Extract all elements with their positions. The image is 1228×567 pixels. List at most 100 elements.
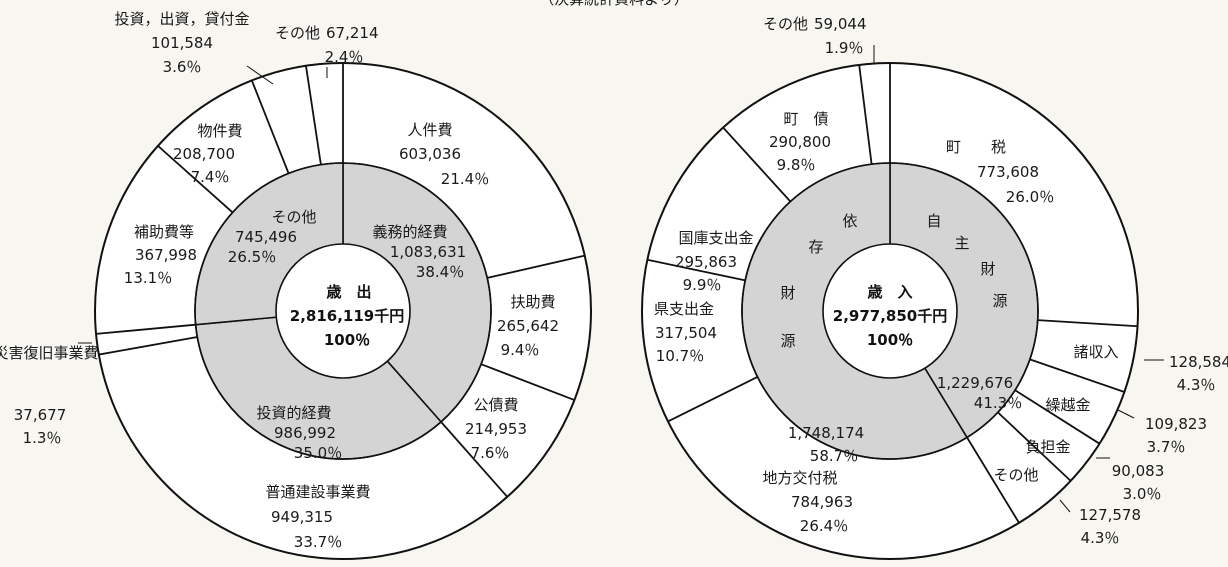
expenditure-outer-slice-divider xyxy=(487,254,585,279)
exp-inner-label-name: 義務的経費 xyxy=(372,223,447,241)
exp-outer-label-name: 人件費 xyxy=(407,121,452,139)
expenditure-leader-lines xyxy=(78,65,328,344)
rev-inner-label-value: 1,748,174 xyxy=(788,424,864,442)
exp-outer-label-pct: 2.4％ xyxy=(325,48,364,66)
revenue-inner-border xyxy=(741,162,1039,460)
rev-outer-label-pct: 3.0％ xyxy=(1123,485,1162,503)
rev-outer-label-name: その他 xyxy=(763,15,808,33)
rev-outer-label-value: 317,504 xyxy=(655,324,717,342)
expenditure-outer-slice-divider xyxy=(480,363,575,401)
rev-outer-label-value: 59,044 xyxy=(814,15,867,33)
exp-outer-label-pct: 7.4％ xyxy=(191,168,230,186)
exp-outer-label-value: 214,953 xyxy=(465,420,527,438)
rev-outer-label-value: 295,863 xyxy=(675,253,737,271)
revenue-outer-slice-divider xyxy=(722,126,792,203)
rev-outer-label-pct: 4.3％ xyxy=(1081,529,1120,547)
exp-outer-label-pct: 9.4％ xyxy=(501,341,540,359)
rev-outer-label-name: 国庫支出金 xyxy=(678,229,753,247)
exp-outer-label-pct: 13.1％ xyxy=(124,269,172,287)
expenditure-outer-slice-divider xyxy=(440,421,508,498)
rev-inner-name-char: 財 xyxy=(980,260,995,278)
expenditure-outer-slice-divider xyxy=(95,323,196,335)
rev-outer-label-name: 県支出金 xyxy=(654,300,714,318)
expenditure-center-total: 2,816,119千円 xyxy=(290,307,404,325)
expenditure-outer-slice-divider xyxy=(157,145,234,214)
rev-inner-name-char: 源 xyxy=(780,332,795,350)
rev-outer-label-pct: 9.8％ xyxy=(777,156,816,174)
expenditure-outer-slice-divider xyxy=(98,336,198,356)
rev-outer-label-name: 負担金 xyxy=(1025,438,1070,456)
exp-outer-label-name: 災害復旧事業費 xyxy=(0,344,99,362)
rev-outer-label-pct: 9.9％ xyxy=(683,276,722,294)
exp-outer-label-value: 949,315 xyxy=(271,508,333,526)
exp-outer-label-name: 公債費 xyxy=(473,396,518,414)
rev-outer-label-value: 109,823 xyxy=(1145,415,1207,433)
rev-inner-name-char: 自 xyxy=(926,212,941,230)
rev-inner-name-char: 依 xyxy=(842,212,857,230)
rev-inner-label-value: 1,229,676 xyxy=(937,374,1013,392)
rev-outer-label-value: 90,083 xyxy=(1112,462,1165,480)
rev-outer-label-name: 町 債 xyxy=(783,110,828,128)
rev-outer-label-pct: 3.7％ xyxy=(1147,438,1186,456)
exp-inner-label-value: 986,992 xyxy=(274,424,336,442)
exp-outer-label-name: 投資，出資，貸付金 xyxy=(114,10,249,28)
revenue-outer-dividers xyxy=(647,63,1138,524)
expenditure-outer-slice-divider xyxy=(305,65,322,165)
source-caption: （決算統計資料より） xyxy=(539,0,689,8)
expenditure-outer-dividers xyxy=(95,63,585,498)
exp-inner-label-pct: 38.4％ xyxy=(416,263,464,281)
rev-inner-label-pct: 41.3％ xyxy=(974,394,1022,412)
revenue-outer-slice-divider xyxy=(1037,319,1138,328)
exp-outer-label-value: 37,677 xyxy=(14,406,67,424)
rev-inner-name-char: 主 xyxy=(954,234,969,252)
exp-inner-label-pct: 26.5％ xyxy=(228,248,276,266)
exp-outer-label-pct: 33.7％ xyxy=(294,533,342,551)
exp-outer-label-name: 扶助費 xyxy=(510,293,555,311)
rev-outer-label-name: 町 税 xyxy=(946,138,1006,156)
revenue-outer-slice-divider xyxy=(647,258,746,282)
exp-outer-label-value: 265,642 xyxy=(497,317,559,335)
revenue-center-pct: 100％ xyxy=(867,331,913,349)
expenditure-inner-border xyxy=(194,162,492,460)
exp-outer-label-name: 普通建設事業費 xyxy=(265,483,370,501)
rev-outer-label-value: 127,578 xyxy=(1079,506,1141,524)
revenue-leader-lines xyxy=(873,45,1164,513)
rev-inner-name-char: 財 xyxy=(780,284,795,302)
rev-inner-name-char: 存 xyxy=(808,238,823,256)
exp-outer-label-value: 67,214 xyxy=(326,24,379,42)
rev-outer-label-value: 773,608 xyxy=(977,163,1039,181)
exp-outer-label-name: 物件費 xyxy=(197,122,242,140)
expenditure-center-circle xyxy=(275,243,411,379)
exp-inner-label-name: 投資的経費 xyxy=(256,404,331,422)
rev-inner-name-char: 源 xyxy=(992,292,1007,310)
exp-outer-label-pct: 21.4％ xyxy=(441,170,489,188)
rev-inner-label-pct: 58.7％ xyxy=(810,447,858,465)
rev-outer-label-pct: 4.3％ xyxy=(1177,376,1216,394)
rev-outer-label-name: 繰越金 xyxy=(1045,396,1090,414)
rev-outer-label-pct: 1.9％ xyxy=(825,39,864,57)
exp-inner-label-pct: 35.0％ xyxy=(294,444,342,462)
exp-outer-label-name: その他 xyxy=(275,24,320,42)
rev-outer-label-name: 諸収入 xyxy=(1073,343,1118,361)
revenue-outer-slice-divider xyxy=(1014,389,1101,445)
exp-outer-label-name: 補助費等 xyxy=(134,223,194,241)
revenue-outer-slice-divider xyxy=(1029,358,1125,393)
revenue-center-title: 歳 入 xyxy=(867,283,912,301)
exp-outer-label-value: 603,036 xyxy=(399,145,461,163)
exp-inner-label-value: 745,496 xyxy=(235,228,297,246)
revenue-center-total: 2,977,850千円 xyxy=(833,307,947,325)
exp-outer-label-value: 101,584 xyxy=(151,34,213,52)
rev-outer-label-pct: 26.0％ xyxy=(1006,188,1054,206)
rev-outer-label-value: 290,800 xyxy=(769,133,831,151)
revenue-outer-slice-divider xyxy=(997,411,1072,482)
revenue-chart: 歳 入 2,977,850千円 100％ 自 主 財 源 1,229,676 4… xyxy=(641,15,1228,560)
exp-outer-label-value: 208,700 xyxy=(173,145,235,163)
rev-outer-label-value: 784,963 xyxy=(791,493,853,511)
exp-outer-label-pct: 1.3％ xyxy=(23,429,62,447)
rev-outer-label-name: その他 xyxy=(993,466,1038,484)
exp-outer-label-pct: 7.6％ xyxy=(471,444,510,462)
revenue-center-circle xyxy=(822,243,958,379)
rev-outer-label-pct: 26.4％ xyxy=(800,517,848,535)
exp-outer-label-value: 367,998 xyxy=(135,246,197,264)
